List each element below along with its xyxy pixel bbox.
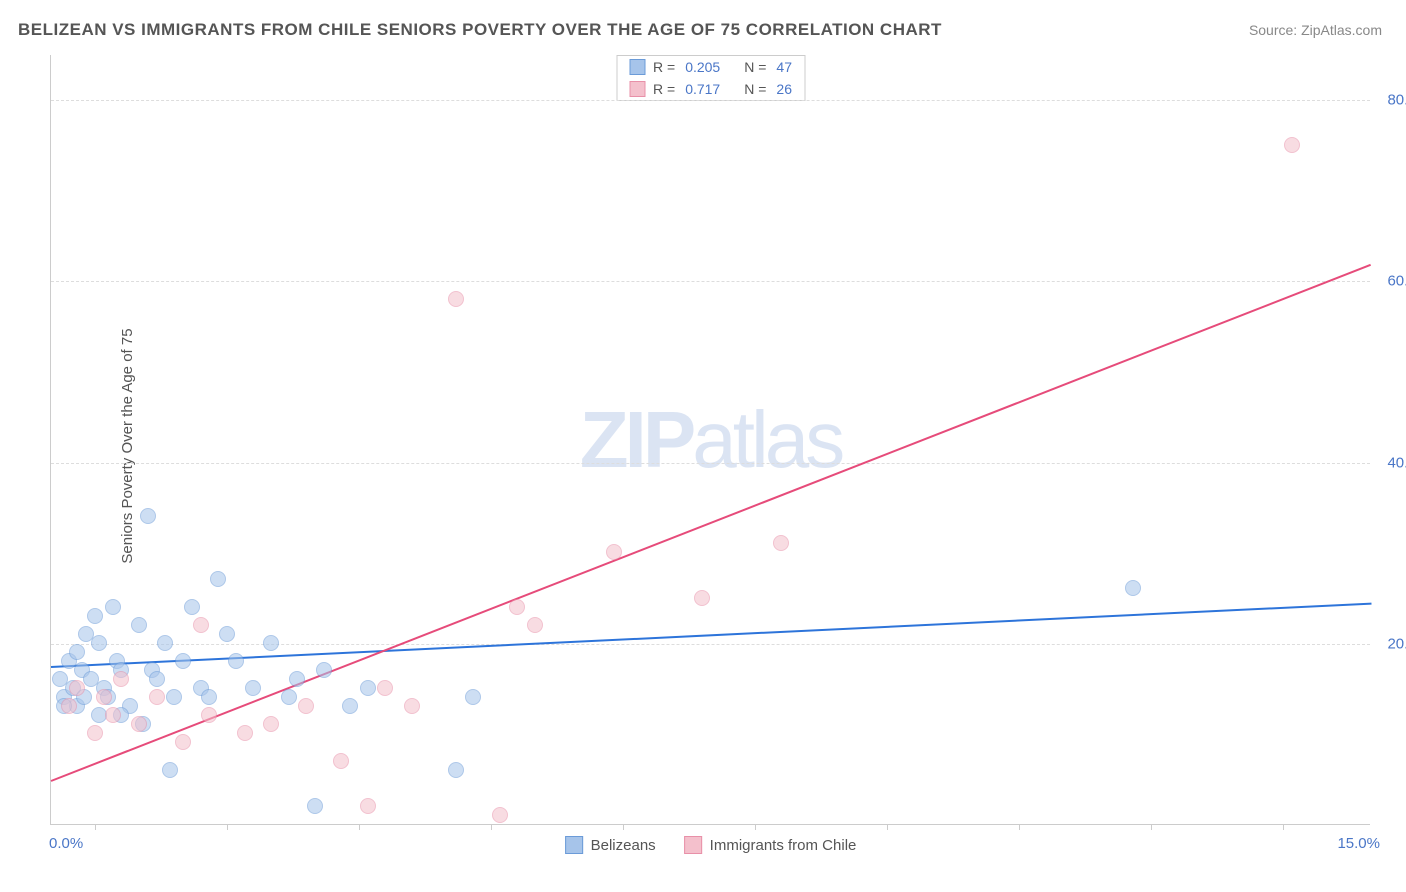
swatch-icon <box>629 59 645 75</box>
data-point <box>131 617 147 633</box>
plot-area: ZIPatlas R = 0.205 N = 47 R = 0.717 N = … <box>50 55 1370 825</box>
data-point <box>377 680 393 696</box>
data-point <box>1125 580 1141 596</box>
data-point <box>175 653 191 669</box>
data-point <box>105 599 121 615</box>
data-point <box>509 599 525 615</box>
data-point <box>527 617 543 633</box>
data-point <box>448 291 464 307</box>
data-point <box>61 698 77 714</box>
data-point <box>201 689 217 705</box>
x-axis-min-label: 0.0% <box>49 835 83 852</box>
data-point <box>289 671 305 687</box>
source-attribution: Source: ZipAtlas.com <box>1249 22 1382 38</box>
swatch-icon <box>565 836 583 854</box>
data-point <box>210 571 226 587</box>
data-point <box>237 725 253 741</box>
correlation-legend: R = 0.205 N = 47 R = 0.717 N = 26 <box>616 55 805 101</box>
data-point <box>166 689 182 705</box>
data-point <box>105 707 121 723</box>
data-point <box>333 753 349 769</box>
x-tick <box>491 824 492 830</box>
watermark: ZIPatlas <box>580 394 841 486</box>
data-point <box>175 734 191 750</box>
x-tick <box>755 824 756 830</box>
data-point <box>606 544 622 560</box>
data-point <box>69 644 85 660</box>
chart-container: BELIZEAN VS IMMIGRANTS FROM CHILE SENIOR… <box>0 0 1406 892</box>
data-point <box>69 680 85 696</box>
gridline <box>51 100 1370 101</box>
data-point <box>773 535 789 551</box>
x-tick <box>623 824 624 830</box>
data-point <box>360 680 376 696</box>
legend-row-chile: R = 0.717 N = 26 <box>617 78 804 100</box>
data-point <box>184 599 200 615</box>
data-point <box>245 680 261 696</box>
data-point <box>193 617 209 633</box>
data-point <box>263 635 279 651</box>
data-point <box>694 590 710 606</box>
data-point <box>131 716 147 732</box>
y-tick-label: 80.0% <box>1387 92 1406 109</box>
data-point <box>157 635 173 651</box>
data-point <box>448 762 464 778</box>
data-point <box>140 508 156 524</box>
y-tick-label: 60.0% <box>1387 273 1406 290</box>
y-tick-label: 40.0% <box>1387 454 1406 471</box>
data-point <box>149 671 165 687</box>
legend-item-belizeans: Belizeans <box>565 836 656 854</box>
data-point <box>87 725 103 741</box>
data-point <box>1284 137 1300 153</box>
data-point <box>149 689 165 705</box>
data-point <box>360 798 376 814</box>
y-tick-label: 20.0% <box>1387 635 1406 652</box>
swatch-icon <box>629 81 645 97</box>
x-tick <box>359 824 360 830</box>
data-point <box>113 671 129 687</box>
data-point <box>316 662 332 678</box>
data-point <box>342 698 358 714</box>
data-point <box>298 698 314 714</box>
data-point <box>404 698 420 714</box>
gridline <box>51 281 1370 282</box>
data-point <box>201 707 217 723</box>
data-point <box>91 635 107 651</box>
data-point <box>162 762 178 778</box>
data-point <box>228 653 244 669</box>
data-point <box>465 689 481 705</box>
x-tick <box>95 824 96 830</box>
swatch-icon <box>684 836 702 854</box>
data-point <box>87 608 103 624</box>
x-tick <box>1019 824 1020 830</box>
legend-row-belizeans: R = 0.205 N = 47 <box>617 56 804 78</box>
data-point <box>307 798 323 814</box>
x-axis-max-label: 15.0% <box>1337 835 1380 852</box>
x-tick <box>1283 824 1284 830</box>
x-tick <box>887 824 888 830</box>
trendline <box>51 263 1372 781</box>
legend-item-chile: Immigrants from Chile <box>684 836 857 854</box>
x-tick <box>227 824 228 830</box>
data-point <box>219 626 235 642</box>
chart-title: BELIZEAN VS IMMIGRANTS FROM CHILE SENIOR… <box>18 20 942 40</box>
series-legend: Belizeans Immigrants from Chile <box>565 836 857 854</box>
data-point <box>492 807 508 823</box>
x-tick <box>1151 824 1152 830</box>
data-point <box>263 716 279 732</box>
gridline <box>51 644 1370 645</box>
gridline <box>51 463 1370 464</box>
data-point <box>281 689 297 705</box>
data-point <box>96 689 112 705</box>
trendline <box>51 603 1371 668</box>
